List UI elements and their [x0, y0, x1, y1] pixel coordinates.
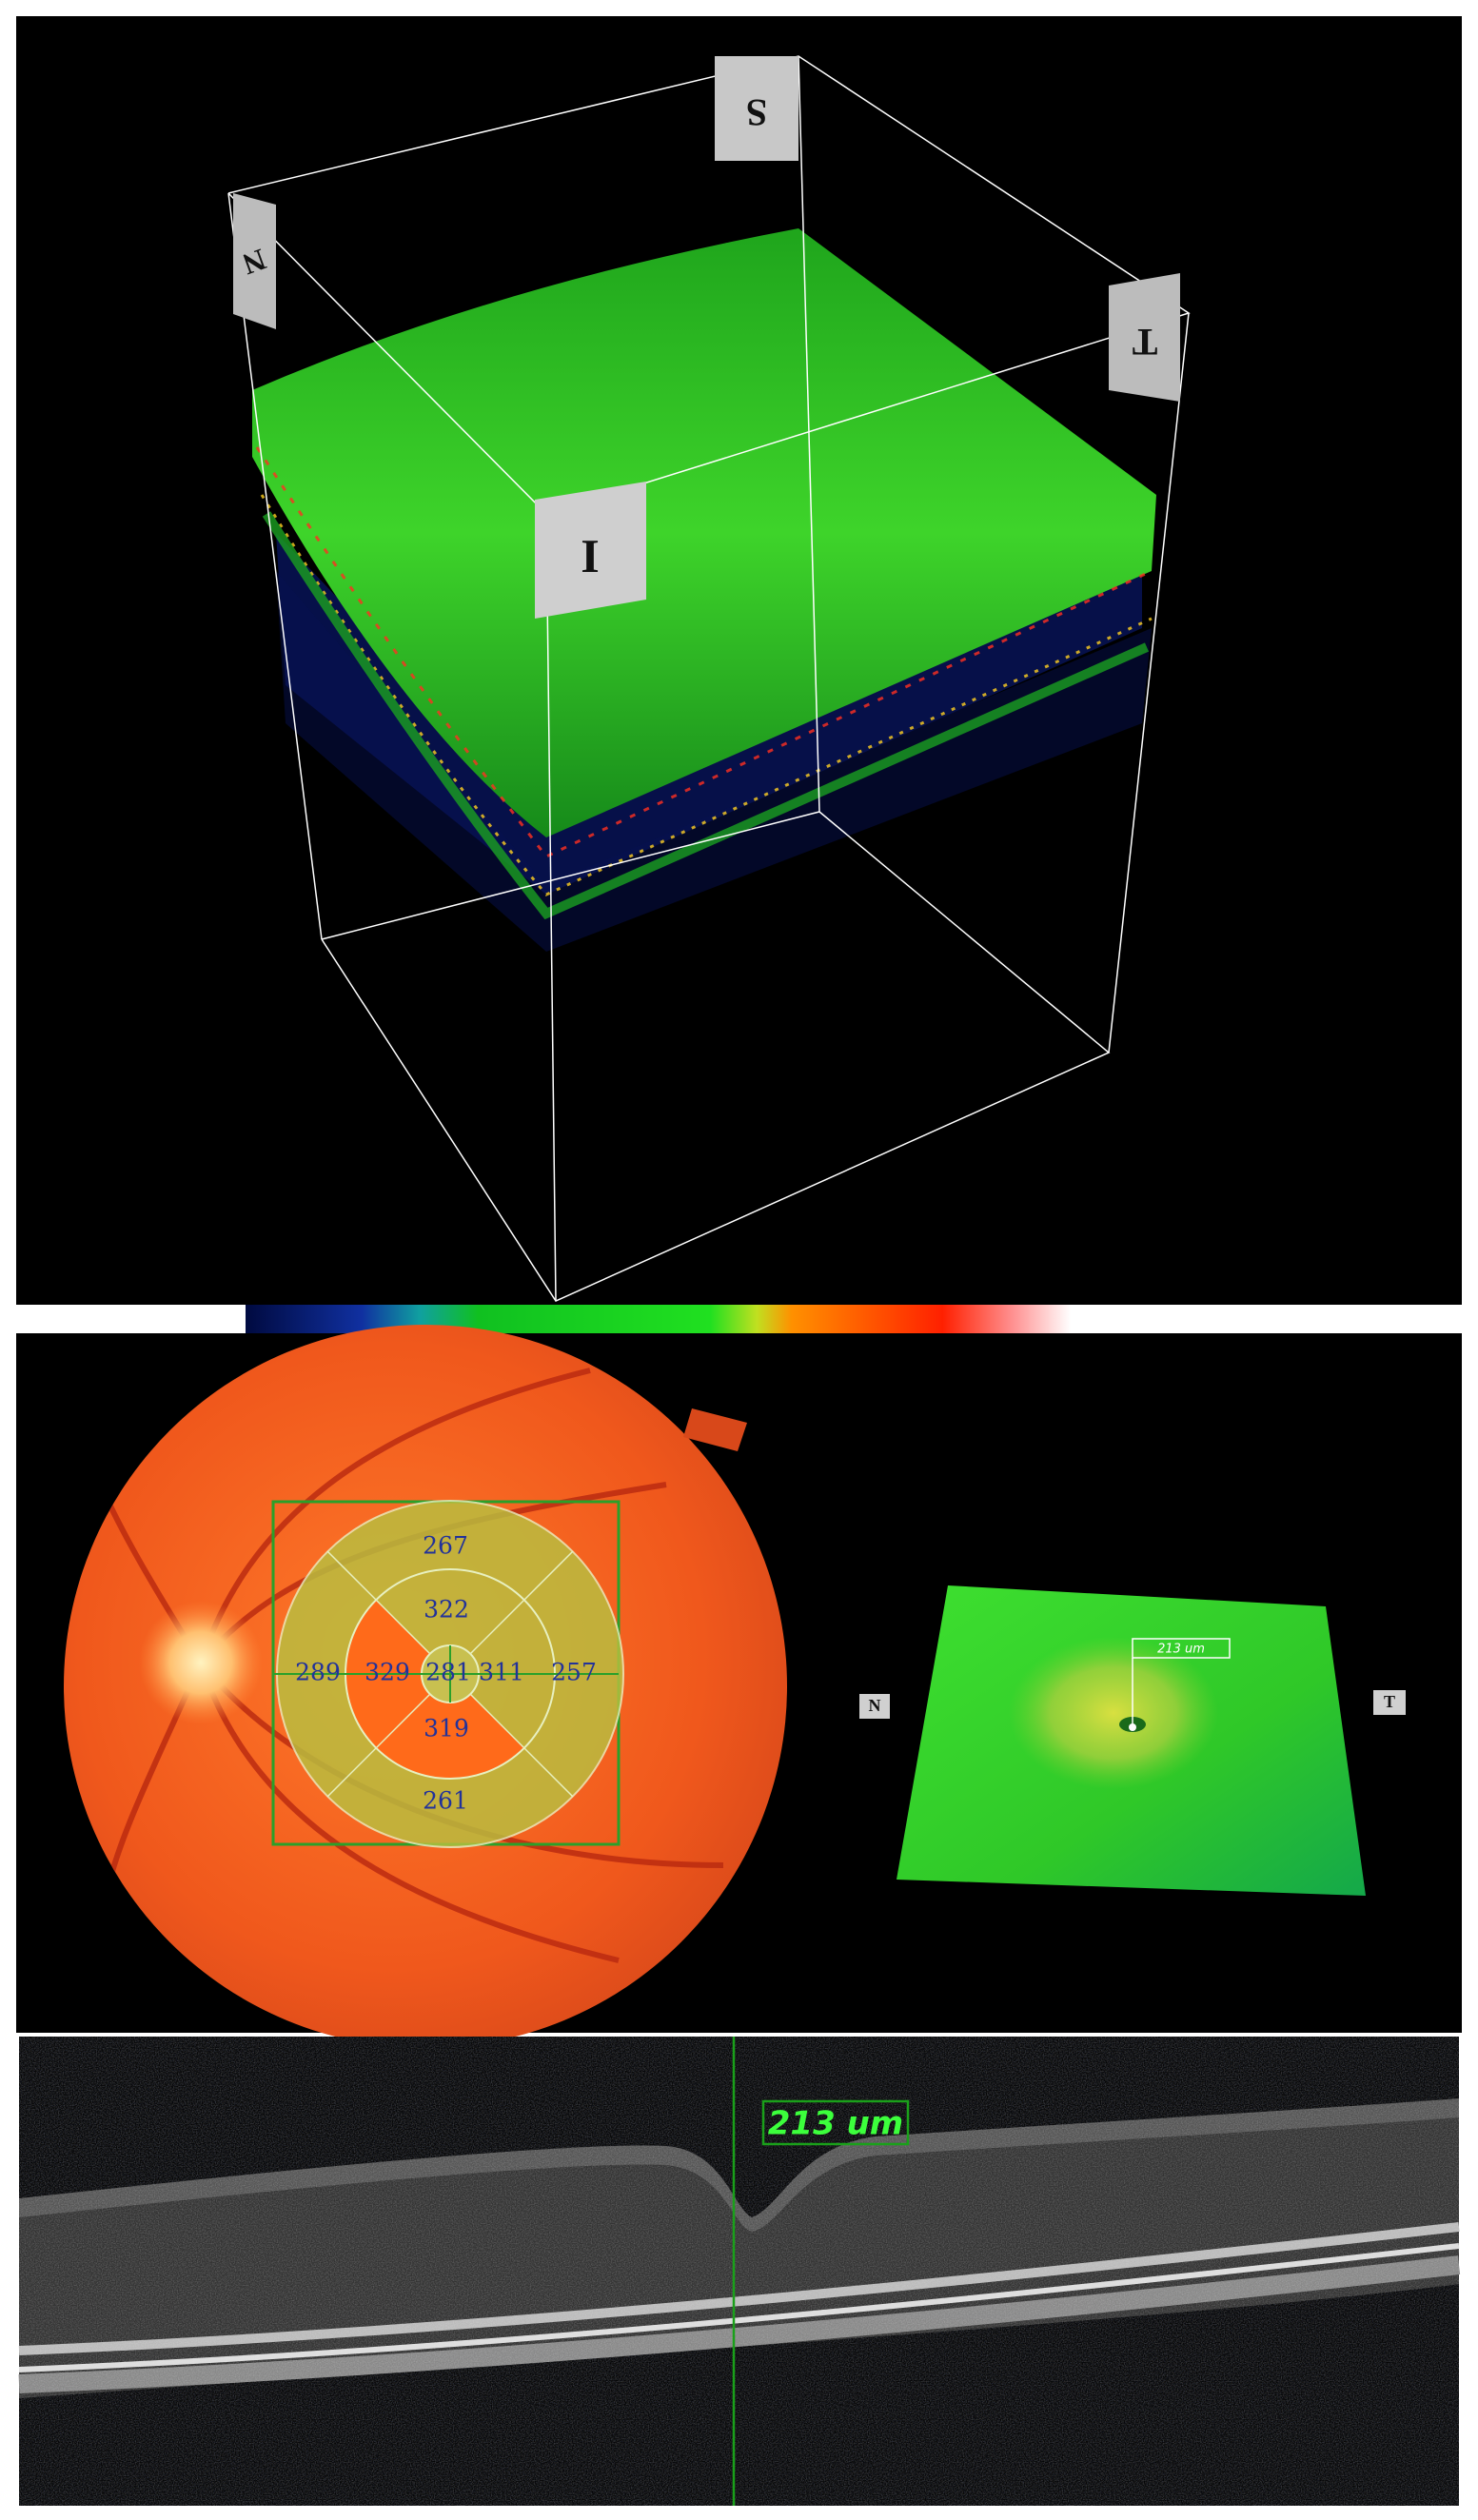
fundus-notch [683, 1408, 747, 1451]
plate [1373, 1690, 1406, 1715]
plate [715, 56, 798, 161]
plate [859, 1694, 890, 1719]
grid-value: 281 [425, 1659, 471, 1686]
thickness-surface [897, 1585, 1366, 1896]
surface-measurement: 213 um [1157, 1643, 1205, 1657]
grid-value: 311 [479, 1659, 524, 1686]
bscan-measurement: 213 um [768, 2105, 903, 2143]
cube-label: I [581, 531, 599, 584]
surface-label: N [869, 1696, 881, 1715]
grid-value: 289 [295, 1659, 341, 1686]
cube-label: T [1132, 321, 1157, 364]
cube-label: S [746, 91, 767, 134]
surface-label: T [1384, 1692, 1395, 1711]
etdrs-grid [271, 1500, 624, 1848]
plate [535, 482, 646, 619]
grid-value: 319 [424, 1715, 469, 1742]
grid-value: 257 [551, 1659, 597, 1686]
grid-value: 267 [423, 1532, 468, 1560]
grid-value: 261 [423, 1787, 468, 1815]
grid-value: 329 [365, 1659, 410, 1686]
grid-value: 322 [424, 1596, 469, 1624]
bscan [18, 2037, 1461, 2506]
plate [1109, 273, 1180, 402]
plate [233, 193, 276, 329]
